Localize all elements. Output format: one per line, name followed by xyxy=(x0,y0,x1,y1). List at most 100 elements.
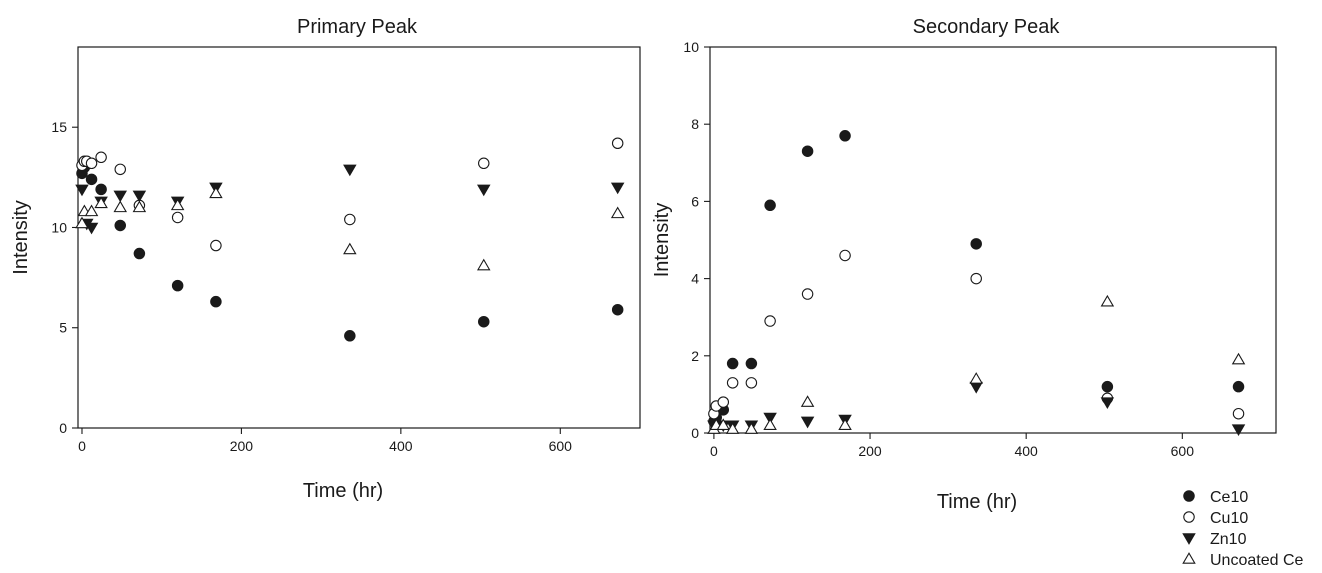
data-point xyxy=(1231,424,1246,437)
data-point xyxy=(477,258,491,271)
series-zn10 xyxy=(707,381,1246,437)
x-axis-title: Time (hr) xyxy=(937,491,1017,513)
data-point xyxy=(1101,380,1114,393)
data-point xyxy=(132,190,147,203)
data-point xyxy=(133,247,146,260)
x-tick-label: 600 xyxy=(549,438,573,454)
y-tick-label: 10 xyxy=(683,39,699,55)
x-tick-label: 600 xyxy=(1171,443,1195,459)
data-point xyxy=(113,200,128,213)
data-point xyxy=(477,184,491,197)
data-point xyxy=(970,238,982,250)
y-tick-label: 0 xyxy=(59,420,67,436)
data-point xyxy=(1232,380,1245,393)
data-point xyxy=(611,303,624,316)
y-axis-title: Intensity xyxy=(10,200,32,274)
data-point xyxy=(132,200,147,213)
data-point xyxy=(343,164,357,177)
legend-label: Cu10 xyxy=(1210,510,1248,527)
data-point xyxy=(84,204,99,217)
legend-label: Uncoated Ce xyxy=(1210,552,1303,569)
data-point xyxy=(763,418,777,431)
legend: Ce10 Cu10 Zn10 Uncoated Ce xyxy=(1182,489,1303,569)
legend-marker xyxy=(1182,552,1196,564)
x-tick-label: 200 xyxy=(230,438,254,454)
data-point xyxy=(801,288,814,300)
data-point xyxy=(94,196,108,209)
x-axis-title: Time (hr) xyxy=(303,480,383,502)
data-point xyxy=(1232,407,1245,420)
data-point xyxy=(114,219,126,232)
x-tick-label: 0 xyxy=(78,438,86,454)
data-point xyxy=(343,242,357,255)
data-point xyxy=(763,412,777,425)
legend-marker xyxy=(1183,490,1195,502)
data-point xyxy=(839,130,851,142)
data-point xyxy=(610,182,625,195)
data-point xyxy=(478,315,490,328)
data-point xyxy=(839,249,851,262)
y-tick-label: 8 xyxy=(691,116,699,132)
legend-marker xyxy=(1183,511,1195,523)
data-point xyxy=(171,279,184,292)
data-point xyxy=(969,372,983,384)
data-point xyxy=(170,198,185,211)
data-point xyxy=(113,190,128,203)
data-point xyxy=(800,416,815,429)
data-point xyxy=(716,418,731,431)
data-point xyxy=(611,137,624,150)
data-point xyxy=(745,357,758,370)
y-axis-title: Intensity xyxy=(651,203,673,277)
data-point xyxy=(1100,294,1115,307)
series-cu10 xyxy=(708,249,1245,420)
chart-title: Primary Peak xyxy=(297,16,418,38)
x-tick-label: 0 xyxy=(710,443,718,459)
chart-1: Primary Peak 0 200 400 600 0 5 10 15 Time (hr) Int… xyxy=(10,16,641,502)
legend-label: Ce10 xyxy=(1210,489,1248,506)
data-point xyxy=(717,396,730,408)
data-point xyxy=(1231,352,1246,365)
data-point xyxy=(838,418,852,431)
data-point xyxy=(75,184,89,197)
x-tick-label: 200 xyxy=(858,443,882,459)
data-point xyxy=(210,295,222,308)
data-point xyxy=(726,357,739,370)
data-point xyxy=(114,163,126,176)
data-point xyxy=(764,199,776,212)
y-tick-label: 0 xyxy=(691,425,699,441)
data-point xyxy=(970,272,982,285)
data-point xyxy=(610,206,625,219)
data-point xyxy=(75,216,89,229)
plot-frame xyxy=(709,46,1277,434)
data-point xyxy=(95,183,107,196)
data-point xyxy=(764,315,776,327)
y-tick-label: 2 xyxy=(691,348,699,364)
data-point xyxy=(84,222,99,235)
y-tick-label: 4 xyxy=(691,271,699,287)
data-point xyxy=(209,186,223,199)
data-point xyxy=(726,377,739,389)
legend-marker xyxy=(1182,533,1196,545)
legend-label: Zn10 xyxy=(1210,531,1247,548)
data-point xyxy=(800,395,815,407)
data-point xyxy=(969,381,983,394)
data-point xyxy=(171,211,184,224)
data-point xyxy=(344,213,356,226)
x-tick-label: 400 xyxy=(1014,443,1038,459)
data-point xyxy=(85,157,98,170)
y-tick-label: 15 xyxy=(51,119,67,135)
x-tick-label: 400 xyxy=(389,438,413,454)
chart-2: Secondary Peak 0 200 400 600 0 2 4 6 8 10 Time (hr)… xyxy=(651,16,1277,513)
data-point xyxy=(1100,397,1115,410)
data-point xyxy=(478,157,490,170)
data-point xyxy=(744,422,759,434)
data-point xyxy=(725,422,740,434)
data-point xyxy=(210,239,222,252)
data-point xyxy=(95,151,107,164)
y-tick-label: 10 xyxy=(51,219,67,235)
chart-title: Secondary Peak xyxy=(913,16,1061,38)
data-point xyxy=(745,377,758,389)
series-uncoated-ce xyxy=(75,186,625,271)
y-tick-label: 5 xyxy=(59,320,67,336)
